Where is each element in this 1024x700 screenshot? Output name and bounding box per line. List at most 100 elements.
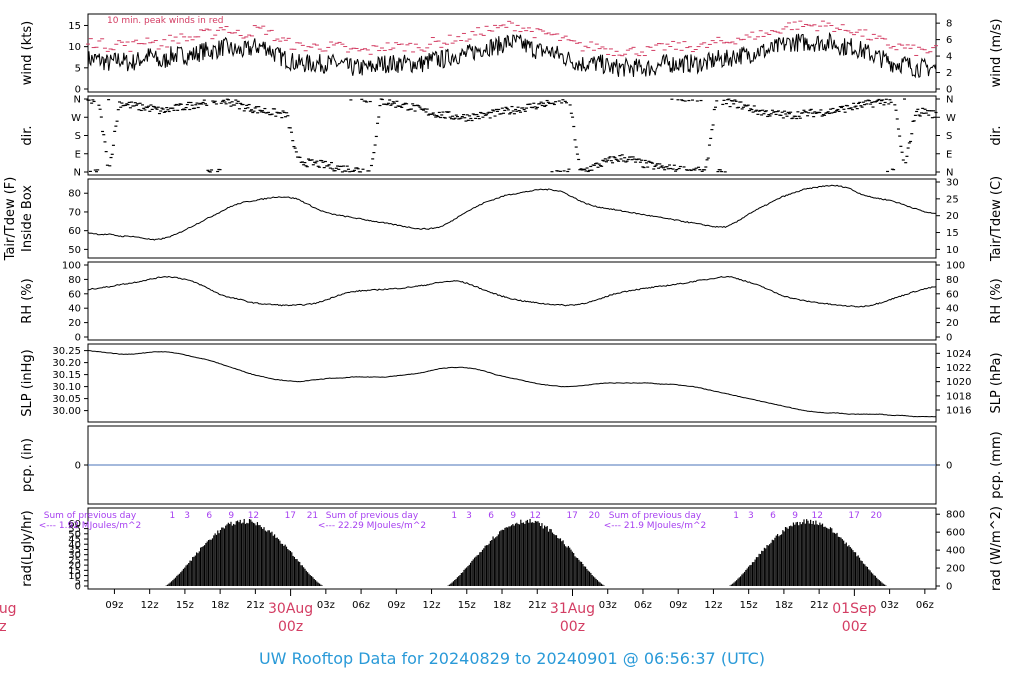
y-axis-label-right: pcp. (mm) (989, 431, 1004, 498)
y-tick-label: 25 (68, 555, 81, 566)
x-tick-label: 06z (634, 600, 652, 611)
y-axis-label: SLP (inHg) (20, 349, 35, 417)
y-tick-label-right: 30 (946, 178, 959, 189)
y-tick-label: N (74, 95, 81, 106)
x-tick-label: 03z (317, 600, 335, 611)
local-hour-tick: 20 (589, 511, 601, 521)
y-tick-label: 35 (68, 545, 81, 556)
y-tick-label: 40 (68, 304, 81, 315)
panel-frame (87, 178, 937, 259)
y-tick-label-right: 0 (946, 333, 952, 344)
y-tick-label: 30.10 (52, 382, 81, 393)
y-tick-label: 5 (75, 63, 81, 74)
y-tick-label: 15 (68, 566, 81, 577)
radiation-sum-label: Sum of previous day (609, 511, 702, 521)
panel-humidity: RH (%) RH (%) 0 20 40 60 80 100 0 20 40 60 80 100 (20, 261, 1004, 344)
y-tick-label: 30.20 (52, 358, 81, 369)
y-tick-label-right: 25 (946, 194, 959, 205)
y-tick-label: 0 (75, 461, 81, 472)
radiation-sum-label: Sum of previous day (326, 511, 419, 521)
x-tick-label: 15z (740, 600, 758, 611)
local-hour-tick: 1 (733, 511, 739, 521)
panel-wind: wind (kts) wind (m/s) 0 5 10 15 0 2 4 6 8 10 min. p… (20, 13, 1004, 96)
local-hour-tick: 20 (870, 511, 882, 521)
x-tick-label: 06z (916, 600, 934, 611)
y-tick-label: E (75, 149, 81, 160)
y-axis-label-right: Tair/Tdew (C) (989, 176, 1004, 262)
y-tick-label-right: 100 (946, 261, 965, 272)
y-tick-label: 70 (68, 207, 81, 218)
y-tick-label: 40 (68, 540, 81, 551)
panel-temperature: Tair/Tdew (F) Inside Box Tair/Tdew (C) 50 60… (3, 176, 1004, 262)
y-tick-label-right: W (946, 113, 956, 124)
time-axis: 09z 12z 15z 18z 21z 03z 06z 09z 12z 15z 18z 21z 03z 0… (0, 589, 934, 635)
local-hour-tick: 17 (848, 511, 859, 521)
local-hour-tick: 17 (285, 511, 296, 521)
y-tick-label-right: 20 (946, 318, 959, 329)
y-tick-label-right: 0 (946, 461, 952, 472)
y-axis-label: rad(Lgly/hr) (20, 510, 35, 586)
y-tick-label-right: 400 (946, 546, 965, 557)
y-tick-label: 0 (75, 85, 81, 96)
day-label: 29Aug (0, 601, 17, 617)
y-tick-label-right: 1016 (946, 406, 971, 417)
y-tick-label: 5 (75, 576, 81, 587)
y-tick-label: 0 (75, 333, 81, 344)
y-tick-label-right: 40 (946, 304, 959, 315)
x-tick-label: 09z (669, 600, 687, 611)
local-hour-tick: 21 (307, 511, 318, 521)
radiation-sum-value: <--- 21.9 MJoules/m^2 (604, 521, 706, 531)
y-tick-label-right: 20 (946, 211, 959, 222)
series-humidity (87, 275, 937, 308)
y-tick-label: 10 (68, 42, 81, 53)
y-axis-label-right: rad (W/m^2) (989, 506, 1004, 591)
y-tick-label: 80 (68, 275, 81, 286)
y-axis-label-right: SLP (hPa) (989, 352, 1004, 413)
y-tick-label: 100 (62, 261, 81, 272)
radiation-sum-value: <--- 1.92 MJoules/m^2 (39, 521, 141, 531)
y-tick-label: 60 (68, 289, 81, 300)
day-hour-label: 00z (278, 619, 303, 635)
x-tick-label: 18z (211, 600, 229, 611)
y-tick-label: 55 (68, 524, 81, 535)
x-tick-label: 21z (528, 600, 546, 611)
y-tick-label-right: 4 (946, 52, 952, 63)
chart-title: UW Rooftop Data for 20240829 to 20240901… (259, 649, 765, 668)
x-tick-label: 12z (704, 600, 722, 611)
y-axis-label-right: RH (%) (989, 278, 1004, 323)
y-tick-label: 30.05 (52, 394, 81, 405)
y-axis-label: wind (kts) (20, 21, 35, 85)
y-tick-label: W (71, 113, 81, 124)
series-temperature (87, 184, 937, 241)
y-axis-label: pcp. (in) (20, 438, 35, 492)
local-hour-tick: 12 (530, 511, 541, 521)
local-hour-tick: 3 (466, 511, 472, 521)
y-tick-label: 30 (68, 550, 81, 561)
y-tick-label: 60 (68, 519, 81, 530)
panel-frame (87, 95, 937, 176)
y-tick-label-right: 10 (946, 245, 959, 256)
series-pressure (87, 350, 937, 418)
y-tick-label: 20 (68, 561, 81, 572)
day-hour-label: 00z (0, 619, 7, 635)
y-tick-label: 60 (68, 226, 81, 237)
local-hour-tick: 9 (228, 511, 234, 521)
series-wind-speed (87, 31, 937, 79)
local-hour-tick: 1 (169, 511, 175, 521)
y-tick-label-right: 600 (946, 528, 965, 539)
y-axis-label: Tair/Tdew (F) (3, 177, 18, 262)
series-solar-radiation (165, 518, 887, 586)
y-tick-label-right: N (946, 168, 953, 179)
y-axis-label: dir. (20, 125, 35, 145)
day-hour-label: 00z (560, 619, 585, 635)
y-tick-label-right: 80 (946, 275, 959, 286)
panel-frame (87, 13, 937, 93)
y-tick-label: 30.25 (52, 346, 81, 357)
y-tick-label: 50 (68, 529, 81, 540)
y-tick-label-right: 2 (946, 68, 952, 79)
x-tick-label: 18z (775, 600, 793, 611)
y-tick-label: 0 (75, 582, 81, 593)
panel-radiation: rad(Lgly/hr) rad (W/m^2)05101520253035404… (20, 506, 1004, 592)
